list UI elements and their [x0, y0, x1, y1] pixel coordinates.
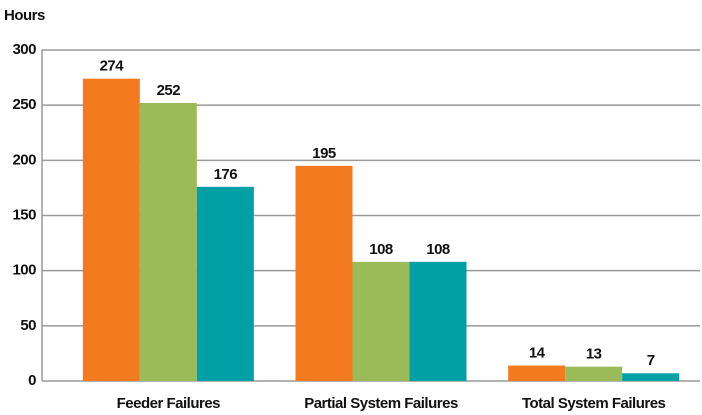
bar [508, 365, 566, 381]
value-label: 7 [647, 352, 655, 369]
x-tick-label: Partial System Failures [304, 395, 458, 412]
y-axis-label: Hours [4, 7, 45, 24]
bar [295, 165, 353, 381]
y-tick-label: 150 [12, 206, 36, 223]
x-tick-label: Total System Failures [522, 395, 666, 412]
y-tick-label: 200 [12, 151, 36, 168]
value-label: 13 [586, 346, 602, 363]
value-label: 176 [214, 166, 238, 183]
y-tick-label: 100 [12, 262, 36, 279]
bar [196, 186, 254, 381]
bar [565, 366, 623, 381]
y-tick-label: 50 [20, 317, 36, 334]
bar [409, 261, 467, 381]
y-tick-label: 250 [12, 96, 36, 113]
value-label: 195 [312, 145, 336, 162]
value-label: 108 [369, 241, 393, 258]
value-label: 108 [426, 241, 450, 258]
bar [622, 373, 680, 381]
x-tick-label: Feeder Failures [117, 395, 221, 412]
y-tick-label: 300 [12, 41, 36, 58]
bar [139, 102, 197, 382]
bar [352, 261, 410, 381]
bar [82, 78, 140, 381]
y-tick-label: 0 [28, 372, 36, 389]
value-label: 14 [529, 345, 546, 362]
value-label: 274 [100, 58, 125, 75]
value-label: 252 [157, 82, 181, 99]
